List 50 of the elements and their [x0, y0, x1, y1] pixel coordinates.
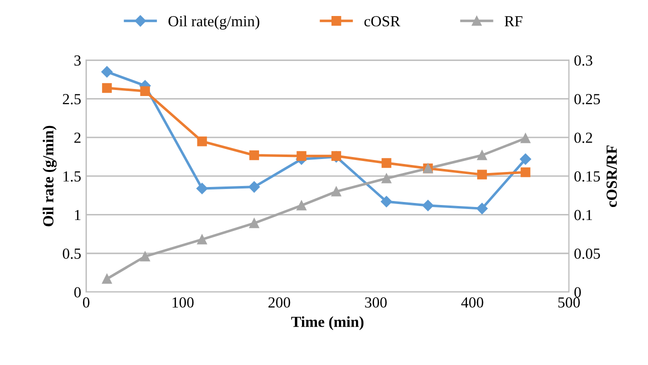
point — [520, 154, 532, 165]
point — [248, 181, 260, 193]
point — [101, 66, 113, 78]
x-tick-label: 300 — [365, 297, 387, 308]
point — [382, 158, 392, 168]
x-axis-title: Time (min) — [291, 316, 364, 330]
point — [196, 182, 208, 194]
y2-tick-label: 0.1 — [574, 210, 592, 220]
legend-label: RF — [504, 16, 522, 26]
y-tick-label: 3 — [74, 55, 81, 66]
point — [102, 83, 112, 93]
point — [249, 150, 260, 160]
y2-tick-label: 0.05 — [574, 248, 600, 259]
point — [382, 174, 392, 184]
point — [296, 151, 306, 161]
point — [380, 196, 392, 208]
point — [476, 202, 488, 214]
legend-label: Oil rate(g/min) — [168, 16, 260, 30]
point — [249, 218, 260, 228]
y2-tick-label: 0 — [574, 287, 581, 298]
point — [197, 136, 207, 146]
y-tick-label: 1.5 — [64, 171, 81, 182]
point — [331, 186, 342, 196]
y2-tick-label: 0.25 — [574, 94, 600, 104]
point — [296, 200, 306, 210]
x-tick-label: 400 — [461, 297, 484, 308]
y-axis-title: Oil rate (g/min) — [42, 126, 57, 226]
point — [520, 133, 530, 144]
x-tick-label: 500 — [558, 297, 580, 308]
y-tick-label: 2 — [74, 132, 80, 143]
x-tick-label: 100 — [172, 297, 194, 308]
point — [140, 86, 150, 96]
point — [477, 170, 487, 180]
y-tick-label: 0.5 — [62, 248, 81, 259]
x-tick-label: 200 — [268, 297, 290, 308]
y-tick-label: 2.5 — [62, 94, 81, 104]
y2-tick-label: 0.2 — [574, 132, 592, 143]
y-tick-label: 0 — [74, 287, 81, 298]
x-tick-label: 0 — [82, 297, 90, 308]
y2-tick-label: 0.3 — [574, 55, 592, 66]
y-tick-label: 1 — [75, 210, 80, 220]
point — [422, 200, 434, 212]
point — [102, 274, 112, 284]
y2-axis-title: cOSR/RF — [606, 145, 617, 207]
point — [197, 234, 207, 244]
y2-tick-label: 0.15 — [574, 171, 600, 182]
point — [140, 252, 150, 262]
point — [477, 150, 487, 160]
legend-label: cOSR — [364, 16, 400, 26]
point — [520, 167, 530, 178]
